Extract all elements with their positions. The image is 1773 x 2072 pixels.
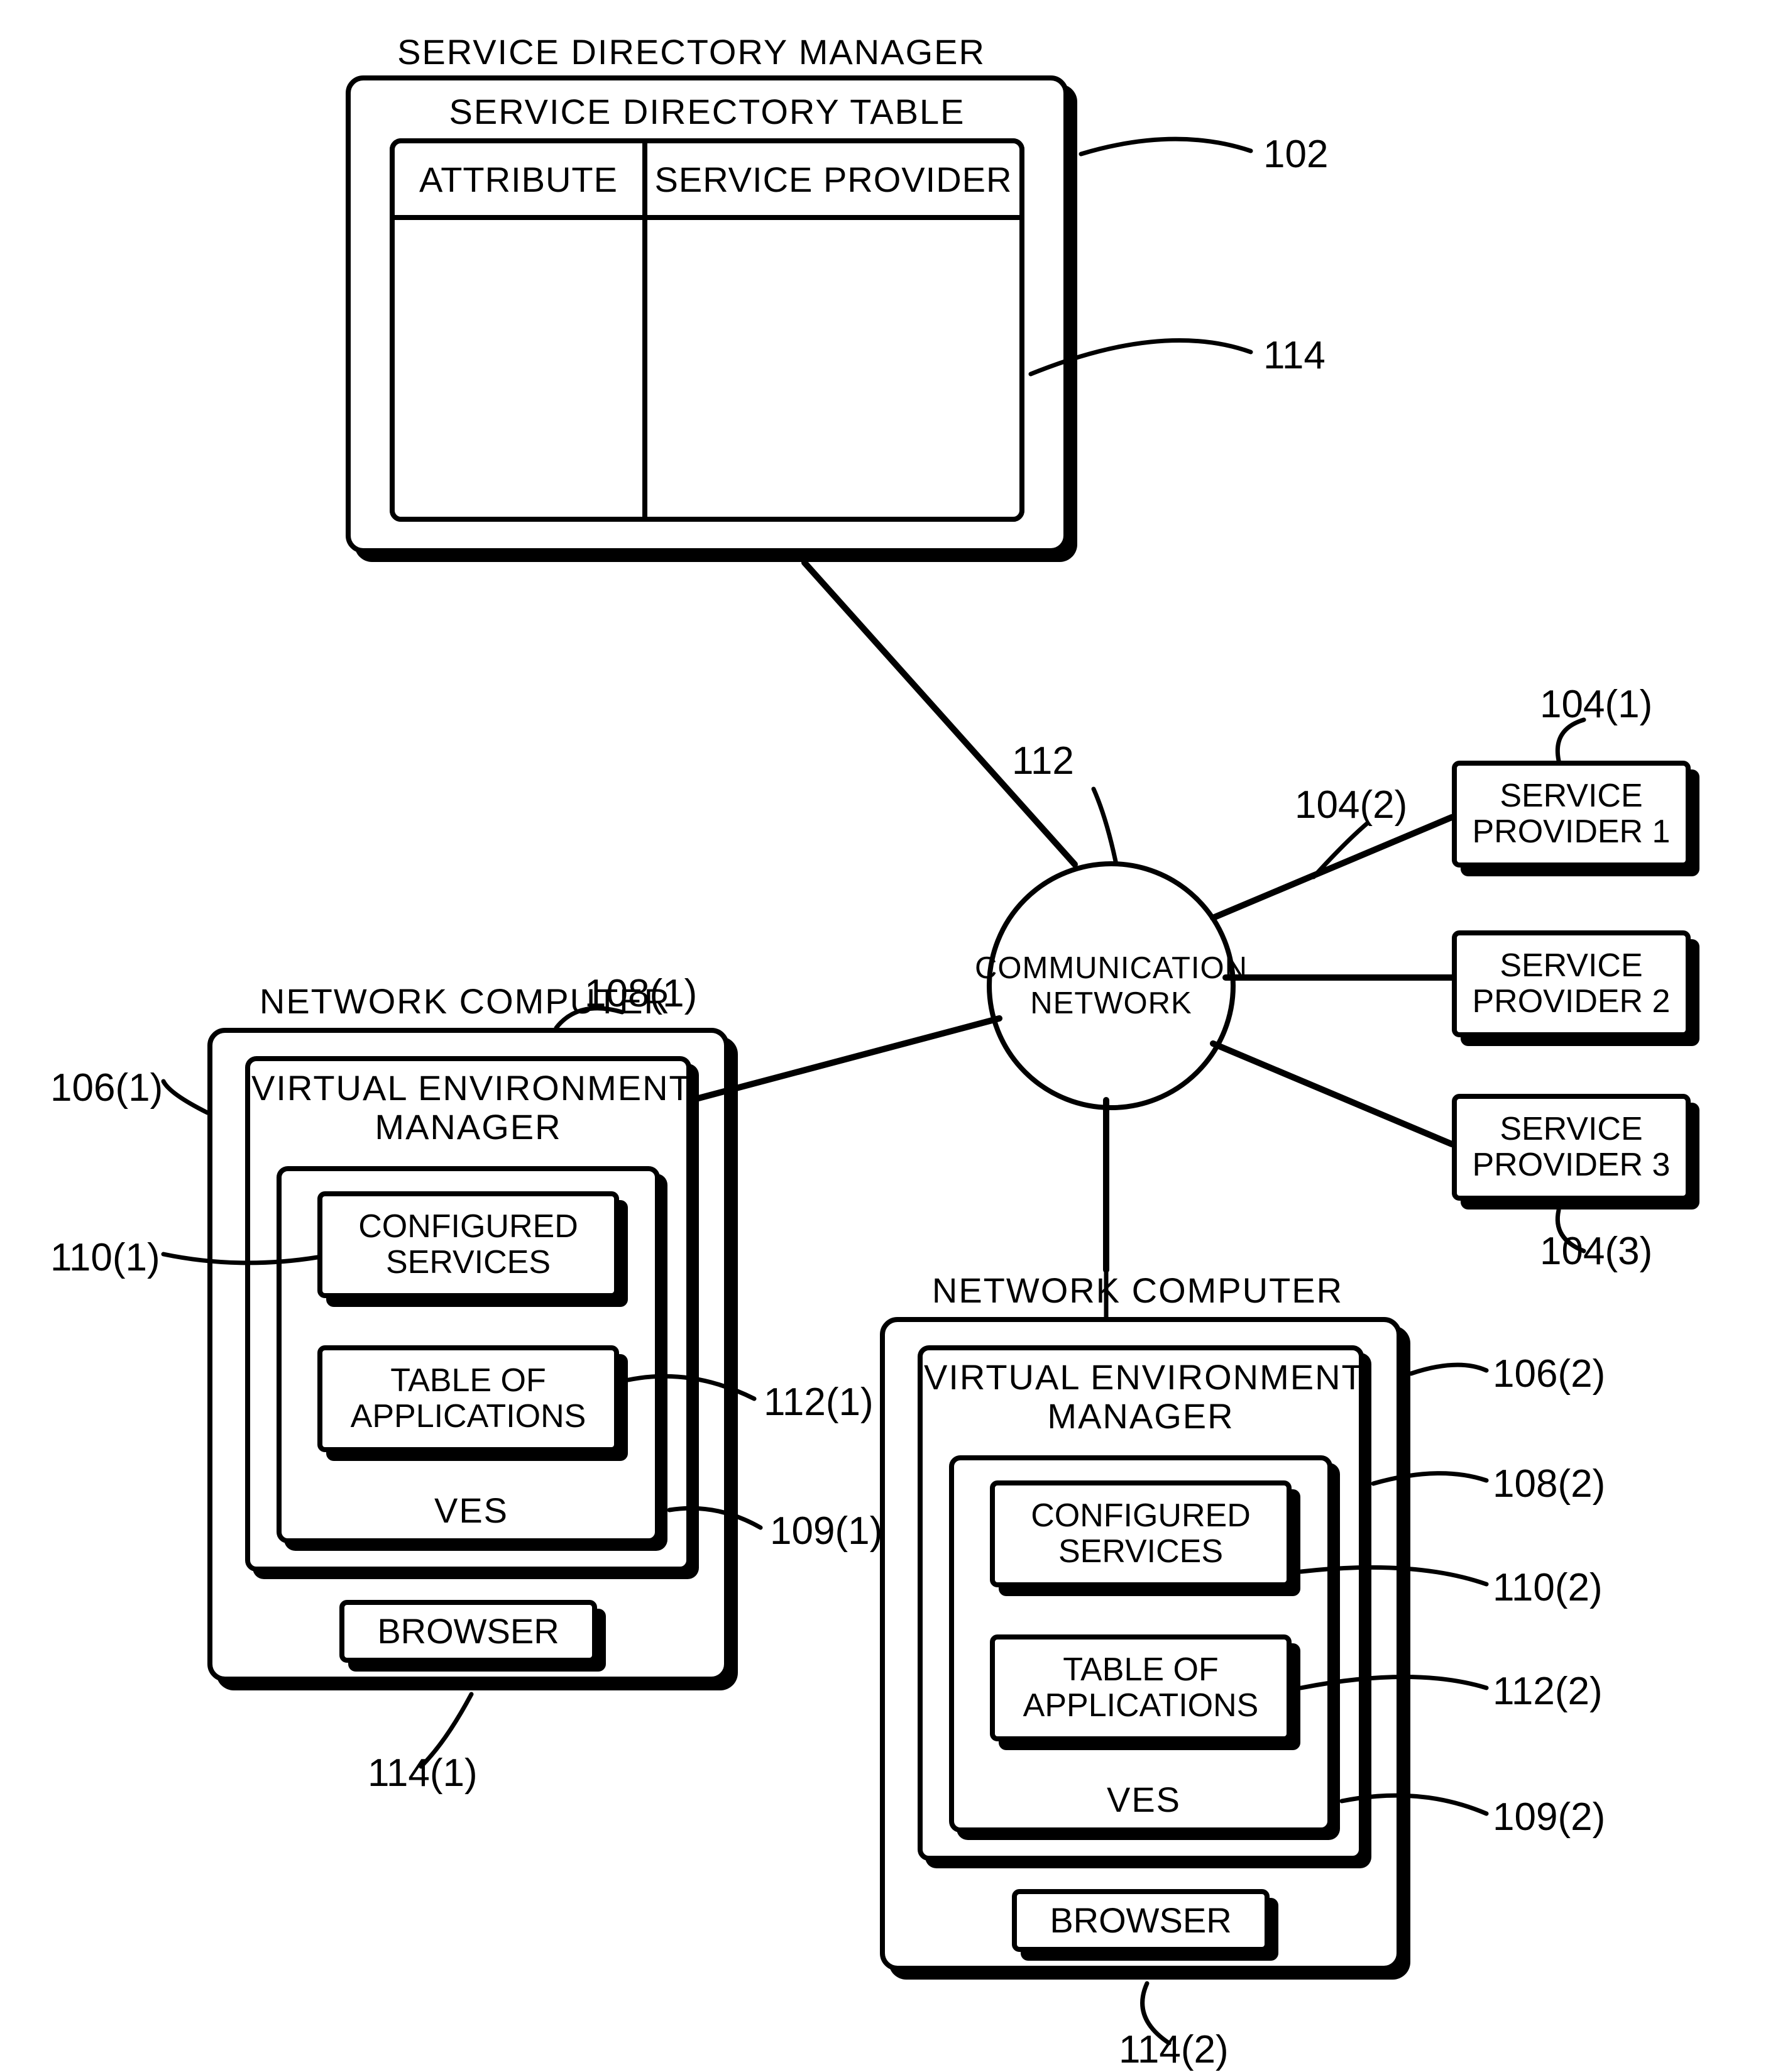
service-provider-2: SERVICE PROVIDER 2 bbox=[1452, 930, 1691, 1037]
sp2-label: SERVICE PROVIDER 2 bbox=[1473, 948, 1671, 1020]
ref-1043: 104(3) bbox=[1540, 1229, 1652, 1274]
sdm-td-right bbox=[642, 215, 1024, 522]
nc1-toa-label: TABLE OF APPLICATIONS bbox=[351, 1363, 586, 1435]
nc1-table-of-applications: TABLE OF APPLICATIONS bbox=[317, 1345, 619, 1452]
service-provider-1: SERVICE PROVIDER 1 bbox=[1452, 761, 1691, 868]
sdm-th-service-provider: SERVICE PROVIDER bbox=[642, 138, 1024, 220]
nc2-browser: BROWSER bbox=[1012, 1889, 1270, 1952]
sdm-title: SERVICE DIRECTORY MANAGER bbox=[377, 31, 1006, 72]
ref-1142: 114(2) bbox=[1119, 2027, 1229, 2072]
nc2-vem-label: VIRTUAL ENVIRONMENT MANAGER bbox=[924, 1358, 1358, 1435]
nc1-ves-label: VES bbox=[409, 1490, 534, 1531]
ref-1081: 108(1) bbox=[585, 971, 697, 1016]
ref-1122: 112(2) bbox=[1493, 1669, 1603, 1714]
ref-1041: 104(1) bbox=[1540, 682, 1652, 727]
nc2-browser-label: BROWSER bbox=[1050, 1901, 1231, 1940]
ref-1121: 112(1) bbox=[764, 1380, 874, 1425]
sp3-label: SERVICE PROVIDER 3 bbox=[1473, 1111, 1671, 1183]
ref-1061: 106(1) bbox=[50, 1066, 163, 1110]
nc1-vem-label: VIRTUAL ENVIRONMENT MANAGER bbox=[251, 1069, 685, 1146]
sdm-th-attribute: ATTRIBUTE bbox=[390, 138, 647, 220]
ref-102: 102 bbox=[1263, 132, 1328, 177]
nc1-browser: BROWSER bbox=[339, 1600, 597, 1663]
nc2-title: NETWORK COMPUTER bbox=[918, 1270, 1358, 1311]
nc1-cs-label: CONFIGURED SERVICES bbox=[358, 1209, 578, 1281]
nc2-cs-label: CONFIGURED SERVICES bbox=[1031, 1498, 1251, 1570]
nc2-table-of-applications: TABLE OF APPLICATIONS bbox=[990, 1634, 1292, 1741]
sdm-td-left bbox=[390, 215, 647, 522]
ref-1082: 108(2) bbox=[1493, 1462, 1605, 1506]
ref-1102: 110(2) bbox=[1493, 1565, 1603, 1610]
net-label-top: COMMUNICATION bbox=[975, 951, 1248, 986]
service-provider-3: SERVICE PROVIDER 3 bbox=[1452, 1094, 1691, 1201]
ref-114: 114 bbox=[1263, 333, 1326, 378]
ref-1091: 109(1) bbox=[770, 1509, 882, 1553]
sp1-label: SERVICE PROVIDER 1 bbox=[1473, 778, 1671, 850]
nc1-configured-services: CONFIGURED SERVICES bbox=[317, 1191, 619, 1298]
ref-1042: 104(2) bbox=[1295, 783, 1407, 827]
nc2-configured-services: CONFIGURED SERVICES bbox=[990, 1480, 1292, 1587]
net-label-bot: NETWORK bbox=[1030, 986, 1192, 1021]
nc2-toa-label: TABLE OF APPLICATIONS bbox=[1023, 1652, 1259, 1724]
ref-112: 112 bbox=[1012, 739, 1074, 783]
ref-1141: 114(1) bbox=[368, 1751, 478, 1795]
nc1-browser-label: BROWSER bbox=[377, 1612, 559, 1651]
ref-1092: 109(2) bbox=[1493, 1795, 1605, 1839]
communication-network-node: COMMUNICATION NETWORK bbox=[987, 861, 1236, 1110]
ref-1101: 110(1) bbox=[50, 1235, 160, 1280]
sdm-table-title: SERVICE DIRECTORY TABLE bbox=[409, 91, 1006, 132]
ref-1062: 106(2) bbox=[1493, 1352, 1605, 1396]
nc2-ves-label: VES bbox=[1081, 1779, 1207, 1820]
